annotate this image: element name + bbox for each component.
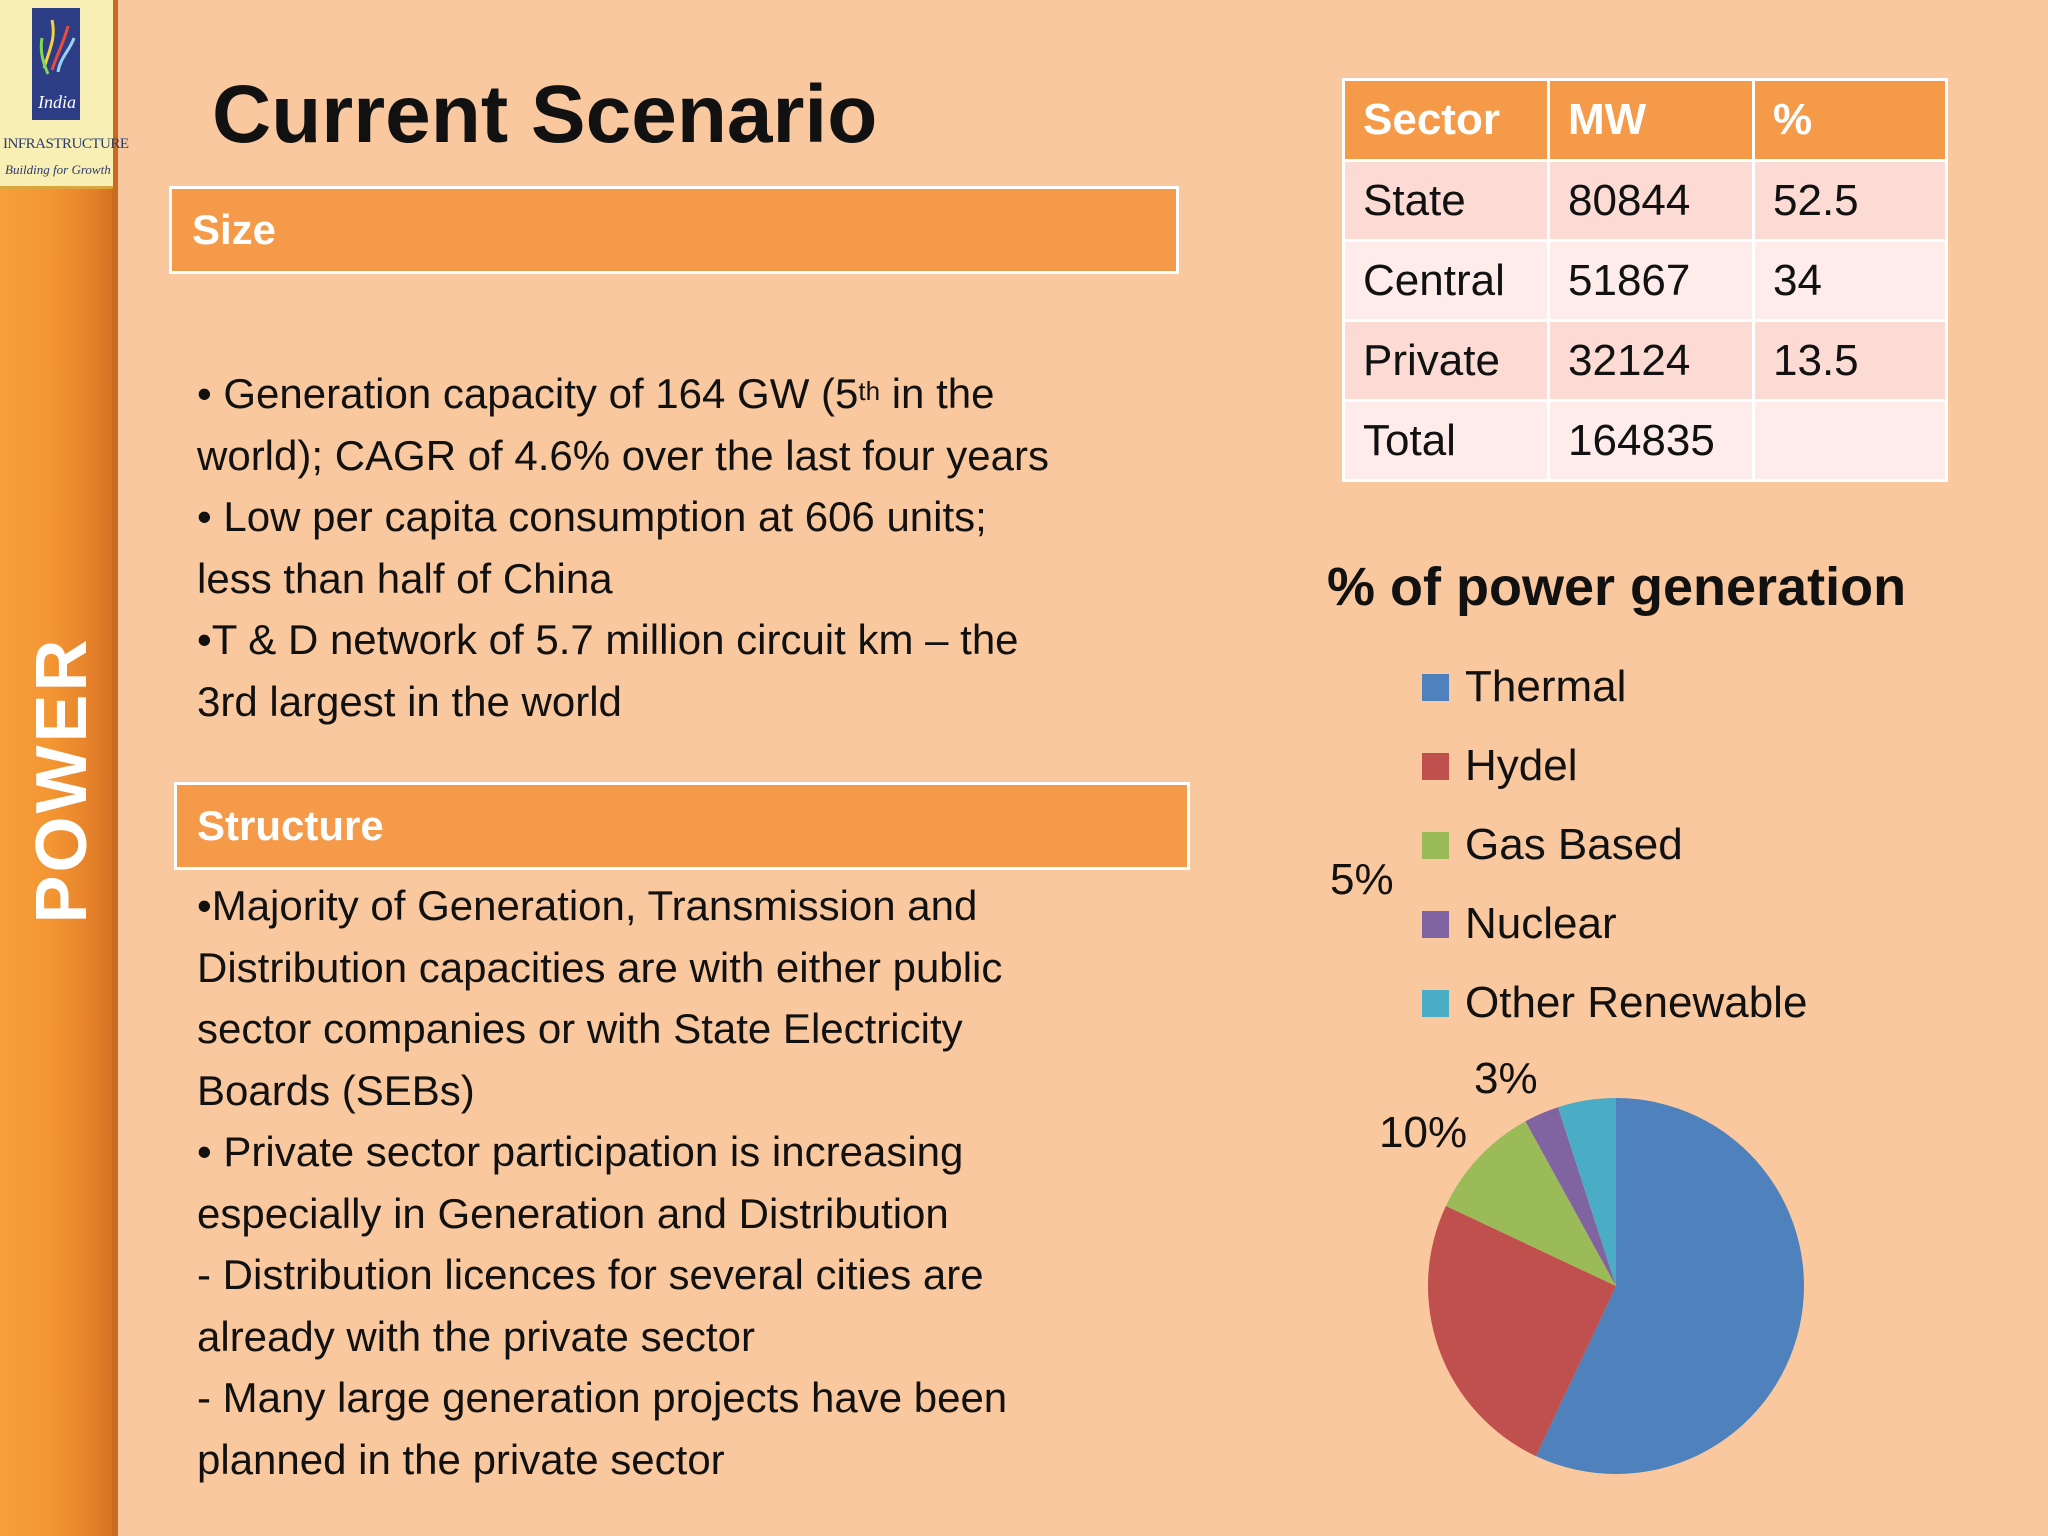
table-cell: Total: [1342, 399, 1550, 482]
structure-line: •Majority of Generation, Transmission an…: [197, 882, 978, 929]
table-cell: Private: [1342, 319, 1550, 402]
table-cell: State: [1342, 159, 1550, 242]
table-cell: 32124: [1547, 319, 1755, 402]
legend-label: Gas Based: [1465, 820, 1683, 869]
size-line: • Generation capacity of 164 GW (5th in …: [197, 370, 995, 417]
legend-item: Other Renewable: [1422, 978, 1807, 1028]
table-cell: [1752, 399, 1948, 482]
section-label: POWER: [22, 636, 102, 924]
legend-swatch: [1422, 989, 1449, 1017]
size-bullets: • Generation capacity of 164 GW (5th in …: [197, 363, 1049, 732]
table-row: Private 32124 13.5: [1342, 319, 1948, 402]
structure-line: - Many large generation projects have be…: [197, 1374, 1008, 1421]
size-line: world); CAGR of 4.6% over the last four …: [197, 431, 1049, 479]
superscript: th: [858, 376, 881, 406]
table-header-row: Sector MW %: [1342, 78, 1948, 162]
legend-label: Other Renewable: [1465, 978, 1808, 1027]
power-generation-pie-chart: [1428, 1098, 1804, 1474]
structure-line: - Distribution licences for several citi…: [197, 1251, 984, 1298]
size-header: Size: [169, 186, 1179, 274]
pie-value-label: 5%: [1330, 855, 1394, 904]
table-cell: 164835: [1547, 399, 1755, 482]
structure-header: Structure: [174, 782, 1190, 870]
chart-title: % of power generation: [1327, 557, 1907, 617]
structure-line: planned in the private sector: [197, 1435, 725, 1483]
logo-script: India: [37, 92, 76, 112]
structure-line: already with the private sector: [197, 1312, 755, 1360]
legend-label: Thermal: [1465, 662, 1627, 711]
pie-slice: [1445, 1121, 1616, 1286]
pie-slice: [1525, 1107, 1616, 1286]
column-header: Sector: [1342, 78, 1550, 162]
table-row: Total 164835: [1342, 399, 1948, 482]
pie-slice: [1428, 1205, 1616, 1457]
size-line: 3rd largest in the world: [197, 677, 622, 725]
logo-emblem-icon: India: [32, 8, 80, 120]
legend-swatch: [1422, 752, 1449, 780]
legend-label: Hydel: [1465, 741, 1578, 790]
pie-value-label: 10%: [1379, 1108, 1468, 1157]
structure-line: Boards (SEBs): [197, 1066, 475, 1114]
sideband-edge: [112, 0, 118, 1536]
table-row: State 80844 52.5: [1342, 159, 1948, 242]
logo-tagline: Building for Growth: [5, 162, 111, 177]
size-line: less than half of China: [197, 554, 613, 602]
legend-swatch: [1422, 910, 1449, 938]
legend-swatch: [1422, 831, 1449, 859]
table-cell: 52.5: [1752, 159, 1948, 242]
logo-text: INFRASTRUCTURE: [3, 136, 129, 152]
structure-bullets: •Majority of Generation, Transmission an…: [197, 875, 1007, 1490]
table-cell: 51867: [1547, 239, 1755, 322]
section-sideband: [0, 0, 116, 1536]
legend-label: Nuclear: [1465, 899, 1617, 948]
structure-line: sector companies or with State Electrici…: [197, 1005, 963, 1052]
slide-title: Current Scenario: [212, 69, 878, 160]
table-cell: 34: [1752, 239, 1948, 322]
table-cell: 80844: [1547, 159, 1755, 242]
column-header: MW: [1547, 78, 1755, 162]
size-header-label: Size: [192, 206, 277, 253]
pie-slice: [1535, 1098, 1804, 1474]
table-row: Central 51867 34: [1342, 239, 1948, 322]
structure-line: especially in Generation and Distributio…: [197, 1189, 949, 1237]
sector-capacity-table: Sector MW % State 80844 52.5 Central 518…: [1342, 78, 1948, 482]
column-header: %: [1752, 78, 1948, 162]
size-line: •T & D network of 5.7 million circuit km…: [197, 616, 1019, 663]
size-line: • Low per capita consumption at 606 unit…: [197, 493, 987, 540]
legend-item: Thermal: [1422, 662, 1626, 712]
india-infrastructure-logo: India INFRASTRUCTURE Building for Growth: [0, 0, 129, 189]
table-cell: 13.5: [1752, 319, 1948, 402]
structure-line: • Private sector participation is increa…: [197, 1128, 964, 1175]
table-cell: Central: [1342, 239, 1550, 322]
legend-item: Gas Based: [1422, 820, 1683, 870]
legend-swatch: [1422, 673, 1449, 701]
structure-header-label: Structure: [197, 802, 384, 849]
legend-item: Hydel: [1422, 741, 1578, 791]
pie-value-label: 3%: [1474, 1054, 1538, 1103]
structure-line: Distribution capacities are with either …: [197, 943, 1003, 991]
pie-slice: [1557, 1098, 1616, 1286]
legend-item: Nuclear: [1422, 899, 1617, 949]
